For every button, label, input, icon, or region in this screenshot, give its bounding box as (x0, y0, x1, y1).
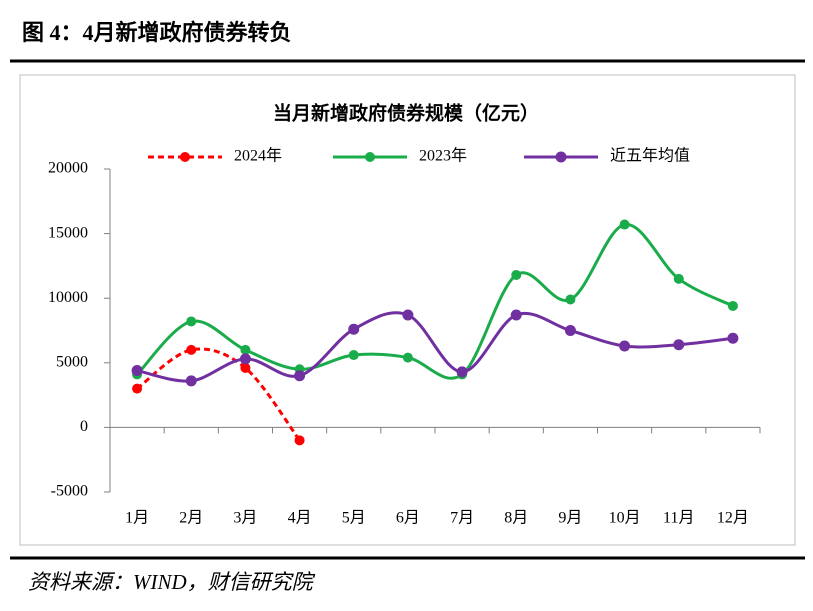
x-tick-label: 11月 (663, 510, 694, 527)
x-tick-label: 1月 (125, 510, 149, 527)
point-marker (348, 350, 359, 361)
x-tick-label: 5月 (342, 510, 366, 527)
point-marker (131, 365, 143, 377)
x-tick-label: 2月 (179, 510, 203, 527)
point-marker (240, 362, 251, 373)
source-note: 资料来源：WIND，财信研究院 (28, 570, 316, 594)
point-marker (456, 366, 468, 378)
chart-frame (19, 74, 796, 546)
figure-title: 图 4：4月新增政府债券转负 (22, 20, 292, 45)
point-marker (510, 309, 522, 321)
x-tick-label: 8月 (504, 510, 528, 527)
x-tick-label: 3月 (233, 510, 257, 527)
x-tick-label: 10月 (609, 510, 641, 527)
y-tick-label: 10000 (48, 289, 88, 306)
y-tick-label: -5000 (51, 483, 88, 500)
point-marker (402, 352, 413, 363)
point-marker (727, 332, 739, 344)
x-tick-label: 4月 (288, 510, 312, 527)
point-marker (619, 340, 631, 352)
point-marker (239, 353, 251, 365)
y-tick-label: 5000 (56, 353, 88, 370)
x-tick-label: 9月 (558, 510, 582, 527)
point-marker (348, 323, 360, 335)
x-tick-label: 6月 (396, 510, 420, 527)
point-marker (619, 219, 630, 230)
point-marker (673, 339, 685, 351)
point-marker (511, 269, 522, 280)
legend-marker (365, 152, 375, 162)
point-marker (727, 300, 738, 311)
point-marker (240, 344, 251, 355)
y-tick-label: 15000 (48, 224, 88, 241)
legend-marker (555, 151, 567, 163)
point-marker (564, 325, 576, 336)
y-tick-label: 20000 (48, 160, 88, 177)
point-marker (132, 383, 143, 394)
series-line (136, 347, 301, 442)
point-marker (186, 316, 197, 327)
point-marker (185, 375, 197, 387)
x-tick-label: 7月 (450, 510, 474, 527)
legend-label: 近五年均值 (610, 147, 690, 165)
point-marker (565, 294, 576, 305)
point-marker (402, 309, 414, 321)
chart-title: 当月新增政府债券规模（亿元） (273, 101, 539, 124)
point-marker (294, 435, 305, 446)
legend-label: 2023年 (419, 147, 467, 165)
point-marker (294, 370, 306, 382)
point-marker (673, 273, 684, 284)
x-tick-label: 12月 (717, 510, 749, 527)
legend-label: 2024年 (234, 147, 282, 165)
y-tick-label: 0 (80, 418, 88, 435)
point-marker (186, 344, 197, 355)
legend-marker (180, 152, 190, 162)
